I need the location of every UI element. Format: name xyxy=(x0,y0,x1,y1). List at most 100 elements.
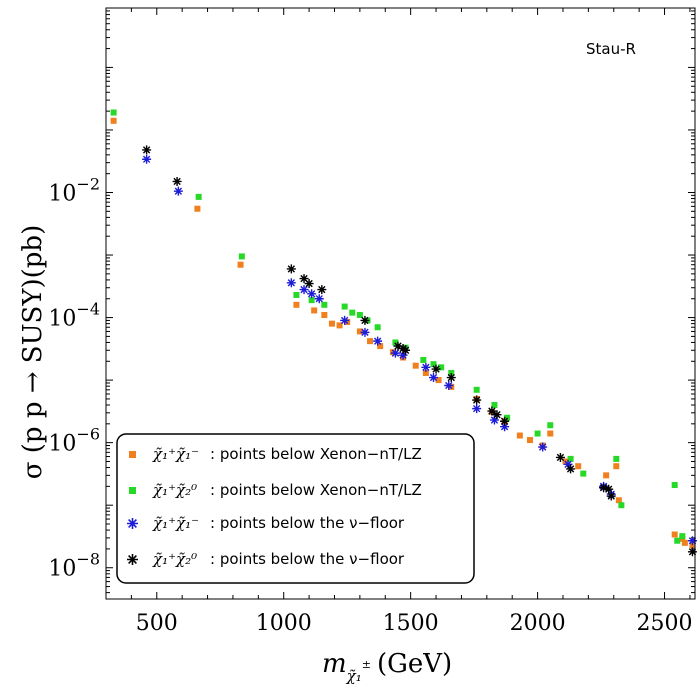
data-point-square xyxy=(671,482,678,489)
data-point-square xyxy=(516,432,523,439)
y-tick-label: 10−6 xyxy=(48,425,100,457)
data-point-square xyxy=(613,463,620,470)
data-point-square xyxy=(110,117,117,124)
data-point-star xyxy=(604,484,614,494)
x-tick-label: 500 xyxy=(136,611,178,636)
data-point-star xyxy=(314,294,324,304)
data-point-square xyxy=(367,338,374,345)
data-point-square xyxy=(321,311,328,318)
data-point-square xyxy=(412,362,419,369)
data-point-star xyxy=(687,536,697,546)
data-point-square xyxy=(328,320,335,327)
data-point-star xyxy=(606,491,616,501)
plot-frame xyxy=(105,7,696,600)
data-point-square xyxy=(377,343,384,350)
legend-label: : points below Xenon−nT/LZ xyxy=(210,481,422,499)
data-point-square xyxy=(438,364,445,371)
legend-label: : points below Xenon−nT/LZ xyxy=(210,445,422,463)
data-point-square xyxy=(374,324,381,331)
data-point-star xyxy=(431,364,441,374)
data-point-square xyxy=(237,261,244,268)
data-point-star xyxy=(538,442,548,452)
data-point-square xyxy=(618,502,625,509)
data-point-square xyxy=(603,472,610,479)
x-axis-title: mχ̃₁± (GeV) xyxy=(322,649,452,685)
legend-items: χ̃₁⁺χ̃₁⁻: points below Xenon−nT/LZχ̃₁⁺χ̃… xyxy=(127,445,422,568)
data-point-star xyxy=(429,373,438,383)
data-point-star xyxy=(555,452,565,462)
data-point-square xyxy=(575,463,582,470)
data-point-square xyxy=(293,291,300,298)
data-point-star xyxy=(360,315,370,325)
data-point-star xyxy=(373,336,383,346)
data-point-star xyxy=(299,285,309,295)
data-point-square xyxy=(681,539,688,546)
data-point-star xyxy=(500,416,510,426)
legend-box xyxy=(116,433,475,584)
data-point-square xyxy=(430,361,437,368)
legend-entry: χ̃₁⁺χ̃₂⁰ : points below Xenon−nT/LZ xyxy=(129,481,422,499)
data-point-square xyxy=(238,253,245,260)
data-point-star xyxy=(421,362,431,372)
data-point-star xyxy=(472,404,482,414)
x-axis-title-main: m xyxy=(322,649,347,679)
legend-symbol: χ̃₁⁺χ̃₂⁰ xyxy=(152,550,197,568)
data-point-square xyxy=(448,369,455,376)
data-point-square xyxy=(435,377,442,384)
data-point-square xyxy=(613,455,620,462)
x-axis-title-unit: (GeV) xyxy=(377,649,452,679)
data-point-square xyxy=(473,386,480,393)
x-tick-label: 1000 xyxy=(256,611,312,636)
legend-marker-star xyxy=(127,518,138,529)
data-point-square xyxy=(110,109,117,116)
legend-marker-square xyxy=(129,487,136,494)
series-4 xyxy=(142,145,697,557)
data-point-square xyxy=(293,301,300,308)
legend-marker-star xyxy=(127,554,138,565)
data-point-star xyxy=(286,278,296,288)
x-tick-label: 1500 xyxy=(383,611,439,636)
data-point-square xyxy=(671,531,678,538)
x-axis-title-sub: χ̃₁ xyxy=(346,667,362,685)
points-layer xyxy=(110,109,697,557)
legend: χ̃₁⁺χ̃₁⁻: points below Xenon−nT/LZχ̃₁⁺χ̃… xyxy=(116,433,475,584)
data-point-star xyxy=(304,279,314,289)
data-point-square xyxy=(356,328,363,335)
legend-symbol: χ̃₁⁺χ̃₁⁻ xyxy=(152,514,199,532)
data-point-star xyxy=(566,464,576,474)
data-point-square xyxy=(336,322,343,329)
data-point-star xyxy=(472,395,482,405)
legend-entry: χ̃₁⁺χ̃₁⁻: points below Xenon−nT/LZ xyxy=(129,445,422,463)
x-tick-label: 2000 xyxy=(510,611,566,636)
y-axis-title: σ (p p → SUSY)(pb) xyxy=(18,225,48,479)
data-point-star xyxy=(489,415,499,425)
x-tick-label: 2500 xyxy=(637,611,693,636)
data-point-square xyxy=(194,205,201,212)
data-point-star xyxy=(487,406,497,416)
data-point-square xyxy=(389,349,396,356)
data-point-star xyxy=(142,145,152,155)
y-tick-label: 10−8 xyxy=(48,550,100,582)
data-point-star xyxy=(687,547,697,557)
legend-symbol: χ̃₁⁺χ̃₂⁰ xyxy=(152,481,197,499)
legend-entry: χ̃₁⁺χ̃₁⁻: points below the ν−floor xyxy=(127,514,405,532)
data-point-square xyxy=(420,356,427,363)
data-point-star xyxy=(390,348,400,358)
data-point-square xyxy=(580,470,587,477)
data-point-star xyxy=(173,186,183,196)
data-point-star xyxy=(446,373,456,383)
data-point-square xyxy=(491,401,498,408)
x-axis-title-sup: ± xyxy=(362,658,371,671)
data-point-star xyxy=(444,381,454,390)
data-point-square xyxy=(567,455,574,462)
data-point-square xyxy=(321,301,328,308)
data-point-square xyxy=(311,307,318,314)
data-point-square xyxy=(615,497,622,504)
data-point-star xyxy=(398,350,408,360)
legend-marker-square xyxy=(129,451,136,458)
y-tick-label: 10−4 xyxy=(48,300,100,332)
legend-label: : points below the ν−floor xyxy=(210,550,405,568)
data-point-square xyxy=(341,303,348,310)
data-point-square xyxy=(534,430,541,437)
